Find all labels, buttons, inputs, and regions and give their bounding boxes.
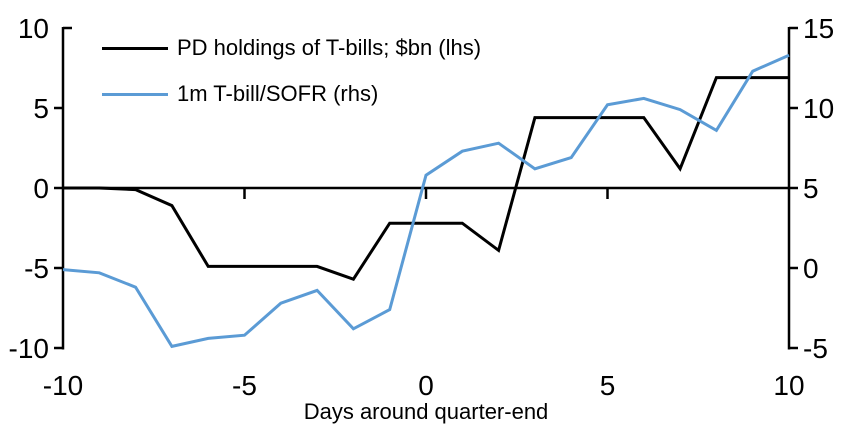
- right-axis-tick-label: 10: [803, 93, 834, 124]
- legend-item-pd-holdings: PD holdings of T-bills; $bn (lhs): [102, 36, 481, 60]
- x-axis-tick-label: -10: [43, 370, 83, 401]
- x-axis-tick-label: 5: [600, 370, 616, 401]
- legend-label-pd-holdings: PD holdings of T-bills; $bn (lhs): [177, 35, 482, 60]
- right-axis-tick-label: -5: [803, 333, 828, 364]
- series-line-tbill-sofr: [62, 53, 790, 349]
- left-axis-tick-label: 0: [33, 173, 49, 204]
- left-axis-tick-label: 5: [33, 93, 49, 124]
- legend-label-tbill-sofr: 1m T-bill/SOFR (rhs): [177, 81, 379, 106]
- x-axis-tick-label: 10: [773, 370, 804, 401]
- legend-line-sample-pd-holdings: [102, 46, 168, 50]
- x-axis-tick-label: -5: [232, 370, 257, 401]
- right-axis-tick-label: 15: [803, 13, 834, 44]
- right-axis-tick-label: 5: [803, 173, 819, 204]
- left-axis-tick-label: -10: [9, 333, 49, 364]
- legend: PD holdings of T-bills; $bn (lhs) 1m T-b…: [102, 36, 481, 106]
- x-axis-tick-label: 0: [418, 370, 434, 401]
- right-axis-tick-label: 0: [803, 253, 819, 284]
- series-line-pd-holdings: [63, 76, 789, 282]
- legend-item-tbill-sofr: 1m T-bill/SOFR (rhs): [102, 82, 481, 106]
- left-axis-tick-label: 10: [18, 13, 49, 44]
- legend-line-sample-tbill-sofr: [102, 92, 168, 96]
- left-axis-tick-label: -5: [24, 253, 49, 284]
- x-axis-title: Days around quarter-end: [303, 399, 549, 424]
